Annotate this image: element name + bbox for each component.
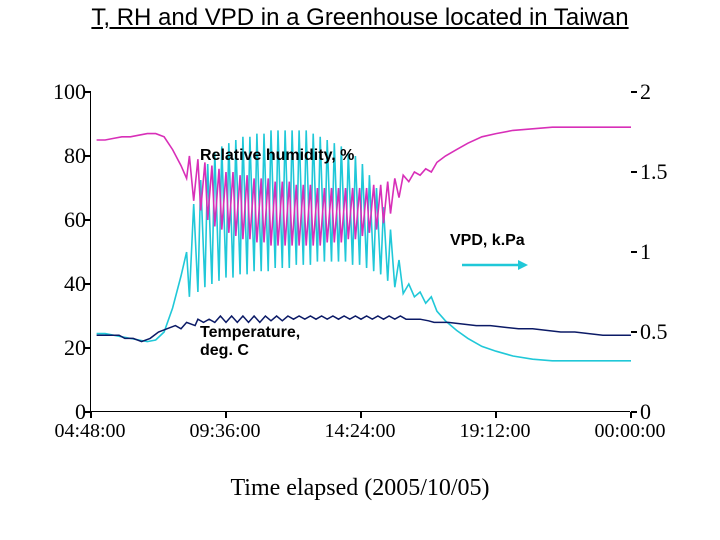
y-right-tick-label: 2	[640, 79, 690, 105]
y-left-tick-label: 20	[40, 335, 86, 361]
x-tick-label: 09:36:00	[189, 420, 260, 443]
temperature-label-line1: Temperature,	[200, 324, 300, 342]
plot-frame	[90, 92, 630, 412]
y-right-tick-label: 1	[640, 239, 690, 265]
chart-container: T, RH and VPD in a Greenhouse located in…	[0, 0, 720, 540]
y-left-tick-label: 60	[40, 207, 86, 233]
vpd-label: VPD, k.Pa	[450, 232, 525, 250]
y-left-tick-label: 80	[40, 143, 86, 169]
temperature-line	[97, 316, 631, 342]
x-axis-label: Time elapsed (2005/10/05)	[0, 475, 720, 502]
vpd-arrow-icon	[460, 258, 528, 277]
y-right-tick-label: 0.5	[640, 319, 690, 345]
x-tick-label: 04:48:00	[54, 420, 125, 443]
temperature-label: Temperature, deg. C	[200, 324, 300, 361]
series-svg	[91, 92, 631, 412]
y-left-tick-label: 100	[40, 79, 86, 105]
y-left-tick-label: 40	[40, 271, 86, 297]
x-tick-label: 19:12:00	[459, 420, 530, 443]
y-right-tick-label: 1.5	[640, 159, 690, 185]
chart-title: T, RH and VPD in a Greenhouse located in…	[0, 4, 720, 32]
x-tick-label: 00:00:00	[594, 420, 665, 443]
x-tick-label: 14:24:00	[324, 420, 395, 443]
plot-area: Relative humidity, % VPD, k.Pa Temperatu…	[90, 92, 630, 412]
rh-label: Relative humidity, %	[200, 147, 354, 165]
temperature-label-line2: deg. C	[200, 342, 300, 360]
